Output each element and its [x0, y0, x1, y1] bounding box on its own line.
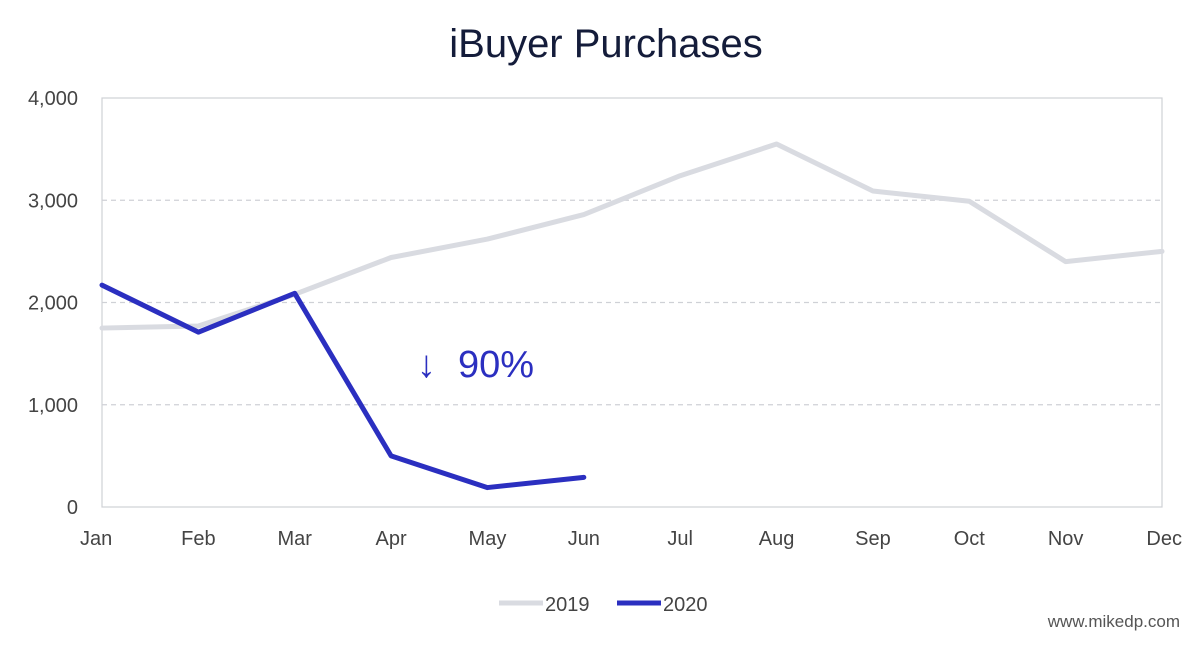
series-layer: [99, 141, 1165, 491]
series-line-2019: [99, 141, 1165, 331]
x-axis-ticks: Jan Feb Mar Apr May Jun Jul Aug Sep Oct Nov Dec: [80, 528, 1182, 550]
x-tick-label: Jun: [568, 528, 600, 550]
legend: 2019 2020: [499, 594, 708, 616]
gridlines: [102, 199, 1162, 406]
y-tick-label: 3,000: [28, 190, 78, 212]
x-tick-label: Aug: [759, 528, 795, 550]
chart-title: iBuyer Purchases: [449, 22, 762, 66]
y-axis-ticks: 0 1,000 2,000 3,000 4,000: [28, 88, 78, 519]
x-tick-label: May: [469, 528, 507, 550]
y-tick-label: 2,000: [28, 293, 78, 315]
x-tick-label: Apr: [376, 528, 407, 550]
y-tick-label: 0: [67, 497, 78, 519]
x-tick-label: Mar: [278, 528, 313, 550]
y-tick-label: 1,000: [28, 395, 78, 417]
down-arrow-icon: ↓: [417, 344, 436, 386]
watermark: www.mikedp.com: [1047, 612, 1180, 631]
legend-label: 2020: [663, 594, 708, 616]
plot-area-frame: [101, 97, 1163, 508]
x-tick-label: Oct: [954, 528, 986, 550]
legend-label: 2019: [545, 594, 590, 616]
x-tick-label: Dec: [1146, 528, 1182, 550]
series-line-2020: [99, 282, 587, 491]
x-tick-label: Feb: [181, 528, 215, 550]
annotation: ↓ 90%: [417, 344, 534, 386]
x-tick-label: Nov: [1048, 528, 1084, 550]
x-tick-label: Jan: [80, 528, 112, 550]
y-tick-label: 4,000: [28, 88, 78, 110]
x-tick-label: Jul: [667, 528, 693, 550]
annotation-label: 90%: [458, 344, 534, 386]
x-tick-label: Sep: [855, 528, 891, 550]
